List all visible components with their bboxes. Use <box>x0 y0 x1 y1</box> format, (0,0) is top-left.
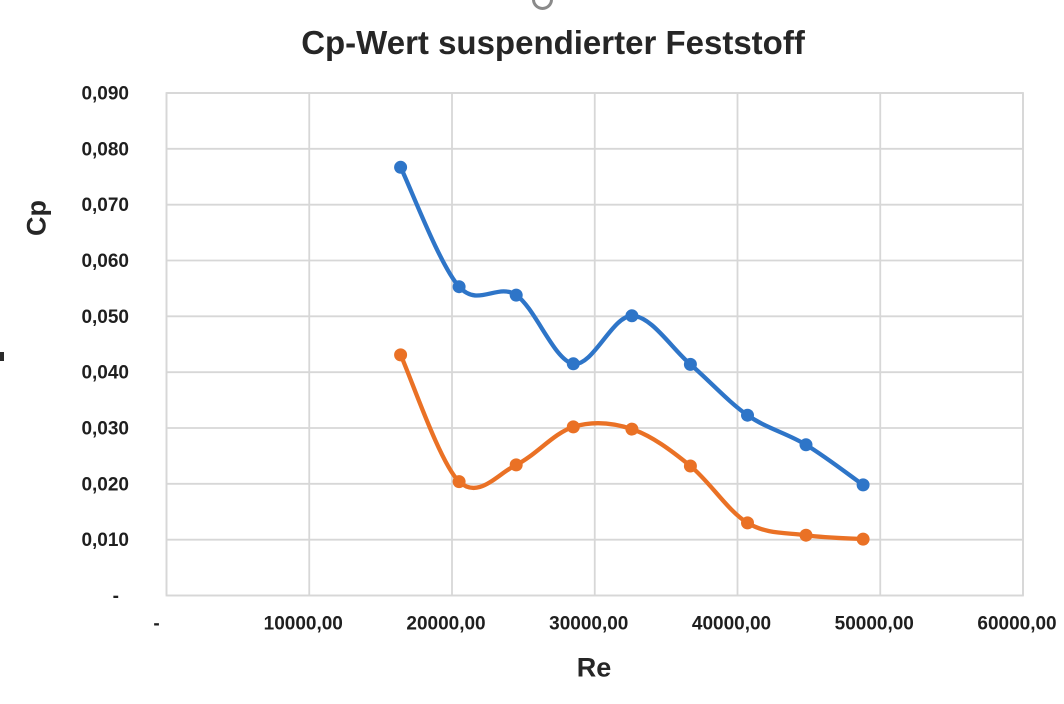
x-tick-label: 60000,00 <box>977 614 1056 635</box>
y-tick-label: - <box>113 586 119 607</box>
chart-title: Cp-Wert suspendierter Feststoff <box>301 24 805 61</box>
y-tick-label: 0,090 <box>81 84 129 105</box>
y-tick-label: 0,040 <box>81 363 129 384</box>
data-point-blue[interactable] <box>625 309 639 323</box>
x-axis-title: Re <box>576 652 612 683</box>
data-point-orange[interactable] <box>452 475 466 489</box>
y-tick-label: 0,070 <box>81 195 129 216</box>
data-point-orange[interactable] <box>394 348 408 362</box>
y-axis-title: Cp <box>21 200 52 236</box>
data-point-blue[interactable] <box>394 160 408 174</box>
x-tick-label: 50000,00 <box>835 614 914 635</box>
x-tick-label: 20000,00 <box>406 614 485 635</box>
data-point-blue[interactable] <box>799 438 813 452</box>
y-tick-label: 0,060 <box>81 251 129 272</box>
data-point-orange[interactable] <box>566 420 580 434</box>
series-line-blue[interactable] <box>398 165 866 488</box>
data-point-orange[interactable] <box>625 422 639 436</box>
data-point-blue[interactable] <box>509 288 523 302</box>
data-point-blue[interactable] <box>452 280 466 294</box>
y-tick-label: 0,050 <box>81 307 129 328</box>
data-point-orange[interactable] <box>799 528 813 542</box>
x-tick-label: 30000,00 <box>549 614 628 635</box>
data-point-orange[interactable] <box>683 459 697 473</box>
cropped-glyph-artifact <box>0 352 4 361</box>
y-tick-label: 0,030 <box>81 419 129 440</box>
y-tick-label: 0,010 <box>81 530 129 551</box>
series-line-orange[interactable] <box>398 352 866 542</box>
x-tick-label: - <box>153 614 159 635</box>
y-tick-label: 0,020 <box>81 474 129 495</box>
data-point-orange[interactable] <box>509 458 523 472</box>
data-point-blue[interactable] <box>856 478 870 492</box>
plot-border <box>165 92 1024 597</box>
data-point-orange[interactable] <box>741 516 754 530</box>
x-tick-label: 10000,00 <box>264 614 343 635</box>
y-tick-label: 0,080 <box>81 139 129 160</box>
data-point-blue[interactable] <box>741 408 754 422</box>
data-point-blue[interactable] <box>683 357 697 371</box>
data-point-blue[interactable] <box>566 357 580 371</box>
data-point-orange[interactable] <box>856 532 870 546</box>
x-tick-label: 40000,00 <box>692 614 771 635</box>
